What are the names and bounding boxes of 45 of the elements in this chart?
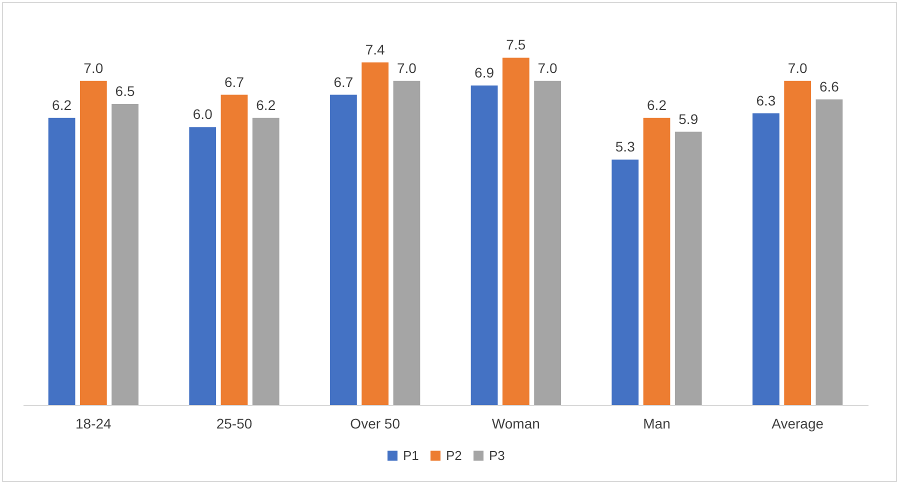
bar (643, 118, 670, 405)
bar (470, 86, 498, 405)
data-label: 5.9 (678, 110, 698, 127)
bar (48, 118, 76, 405)
bar (393, 80, 420, 405)
bar (674, 132, 702, 405)
data-label: 6.3 (756, 92, 776, 108)
x-tick-label: 25-50 (216, 416, 252, 432)
data-label: 7.4 (365, 41, 386, 58)
bar (189, 127, 216, 405)
legend-label: P2 (446, 448, 462, 463)
data-label: 6.5 (115, 83, 135, 100)
legend-label: P1 (403, 448, 419, 463)
bar (220, 94, 248, 405)
bar (112, 104, 138, 405)
x-tick-label: Woman (492, 416, 540, 432)
bar (80, 80, 107, 405)
x-tick-label: Over 50 (350, 416, 400, 432)
data-label: 6.9 (474, 64, 494, 81)
bar (362, 62, 389, 405)
data-label: 7.0 (788, 60, 808, 76)
data-label: 6.7 (334, 74, 354, 90)
data-label: 7.0 (538, 60, 558, 76)
bar (752, 113, 780, 405)
data-label: 6.2 (52, 96, 72, 113)
data-label: 6.7 (224, 74, 244, 90)
bar (330, 94, 357, 405)
legend-label: P3 (489, 448, 505, 463)
data-label: 7.5 (506, 36, 526, 53)
x-tick-label: 18-24 (76, 416, 112, 432)
data-label: 6.2 (647, 96, 667, 113)
data-label: 6.0 (192, 106, 213, 122)
data-label: 5.3 (615, 138, 636, 155)
bar (252, 118, 280, 405)
bar (612, 160, 639, 405)
data-label: 7.0 (396, 60, 417, 76)
x-tick-label: Man (643, 416, 670, 432)
bar (816, 99, 843, 405)
data-label: 6.6 (819, 78, 840, 94)
data-label: 6.2 (256, 96, 276, 113)
x-tick-label: Average (772, 416, 824, 432)
bar (534, 80, 561, 405)
data-label: 7.0 (84, 60, 104, 76)
bar (502, 58, 530, 405)
bar (784, 80, 812, 405)
